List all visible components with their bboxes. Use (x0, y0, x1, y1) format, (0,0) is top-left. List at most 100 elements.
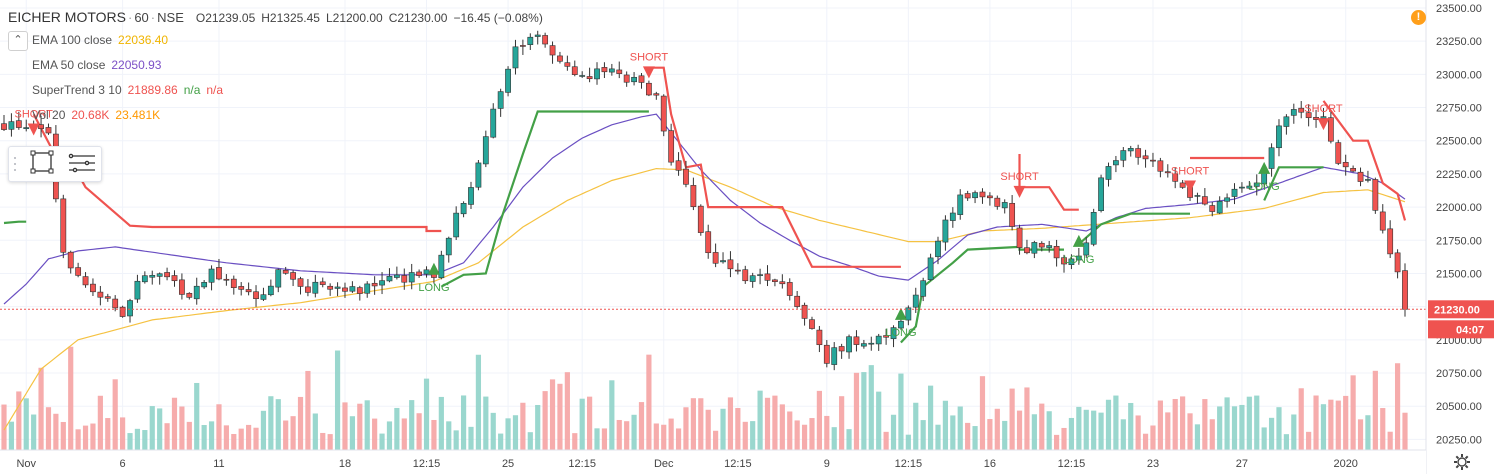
candle-body (156, 273, 163, 277)
time-tick-label: 2020 (1333, 458, 1357, 470)
indicator-name: Vol 20 (32, 108, 66, 122)
ema50-line (3, 113, 1406, 305)
interval[interactable]: 60 (134, 10, 149, 25)
volume-bar (1313, 395, 1319, 450)
candle (757, 268, 763, 285)
indicator-ema50[interactable]: EMA 50 close 22050.93 (8, 53, 549, 78)
candle-body (734, 269, 741, 272)
candle-body (519, 45, 526, 47)
volume-bar (1343, 395, 1349, 450)
candle-body (297, 278, 304, 287)
time-tick-label: 23 (1147, 458, 1159, 470)
volume-bar (839, 396, 845, 450)
candle (749, 272, 756, 288)
candle (1268, 143, 1275, 177)
candle-body (801, 304, 808, 319)
volume-bar (876, 391, 882, 450)
volume-bar (475, 354, 482, 450)
indicator-supertrend[interactable]: SuperTrend 3 10 21889.86 n/a n/a (8, 78, 549, 103)
volume-bar (423, 378, 430, 450)
candle-body (927, 257, 934, 280)
candle (1231, 183, 1238, 205)
price-tick-label: 20500.00 (1436, 401, 1482, 413)
candle-body (445, 237, 452, 256)
time-tick-label: Nov (16, 458, 36, 470)
candle-body (193, 285, 200, 300)
time-tick-label: 6 (120, 458, 126, 470)
candle (1298, 101, 1305, 119)
indicator-ema100[interactable]: ⌃ EMA 100 close 22036.40 (8, 28, 549, 53)
candle-body (186, 292, 193, 298)
volume-bar (512, 415, 519, 450)
volume-bar (987, 419, 993, 450)
volume-bar (401, 418, 407, 450)
volume-bar (105, 418, 111, 450)
candle (720, 252, 726, 264)
price-axis[interactable]: 20250.0020500.0020750.0021000.0021250.00… (1425, 0, 1494, 474)
volume-bar (134, 428, 141, 450)
candle-body (230, 278, 237, 288)
candle-body (912, 294, 919, 308)
candle-body (846, 336, 852, 353)
candle-body (668, 130, 675, 163)
volume-bar (312, 413, 318, 450)
volume-bar (1024, 387, 1030, 450)
candle-body (1379, 211, 1386, 231)
candle-body (364, 283, 371, 294)
candle-body (149, 274, 156, 278)
indicator-value: 20.68K (71, 108, 110, 122)
candle (1120, 147, 1127, 168)
candle-body (1298, 107, 1305, 113)
indicator-volume[interactable]: Vol 20 20.68K 23.481K (8, 103, 549, 128)
candle (438, 250, 445, 280)
supertrend-segment (3, 220, 27, 225)
alert-icon[interactable]: ! (1411, 10, 1426, 25)
candle (1327, 111, 1334, 144)
volume-bar (409, 400, 415, 450)
candlesticks (1, 30, 1408, 371)
symbol-name[interactable]: EICHER MOTORS (8, 9, 126, 25)
rectangle-tool-icon[interactable] (30, 150, 54, 174)
long-signal-marker (427, 262, 440, 275)
candle-body (757, 274, 763, 276)
volume-bar (1394, 363, 1401, 450)
volume-bar (868, 365, 874, 450)
candle-body (660, 95, 667, 132)
volume-bar (505, 418, 511, 450)
volume-bar (253, 427, 259, 450)
gear-icon[interactable] (1452, 452, 1472, 472)
volume-bar (1291, 414, 1297, 450)
candle-body (356, 287, 363, 294)
candle-body (935, 240, 941, 258)
candle-body (994, 197, 1001, 207)
candle-body (631, 76, 637, 83)
volume-bar (238, 428, 244, 450)
volume-bar (1372, 370, 1378, 450)
candle-body (675, 160, 682, 171)
volume-bar (913, 402, 919, 450)
time-axis[interactable]: Nov 6 11 18 12:15 25 12:15 Dec 12:15 9 12:15 16 12:1… (0, 449, 1426, 474)
volume-bar (1016, 410, 1023, 450)
volume-bar (942, 400, 949, 450)
chevron-up-icon[interactable]: ⌃ (8, 30, 28, 51)
short-signal-marker (642, 66, 655, 79)
candle (868, 336, 875, 351)
volume-bar (8, 421, 15, 450)
candle-body (453, 212, 460, 238)
volume-bar (1283, 434, 1289, 450)
price-tick-label: 21500.00 (1436, 268, 1482, 280)
candle (527, 33, 534, 50)
supertrend-segment (1322, 100, 1407, 221)
drag-handle-icon[interactable] (14, 157, 16, 171)
lines-tool-icon[interactable] (68, 153, 95, 173)
candle (342, 282, 348, 298)
volume-bar (1039, 403, 1045, 450)
candle (1150, 152, 1156, 167)
candle-body (1113, 160, 1119, 166)
candle (408, 263, 415, 290)
candle-body (601, 67, 608, 73)
candle (90, 278, 96, 297)
candle-body (1068, 258, 1075, 265)
candle (742, 265, 749, 284)
